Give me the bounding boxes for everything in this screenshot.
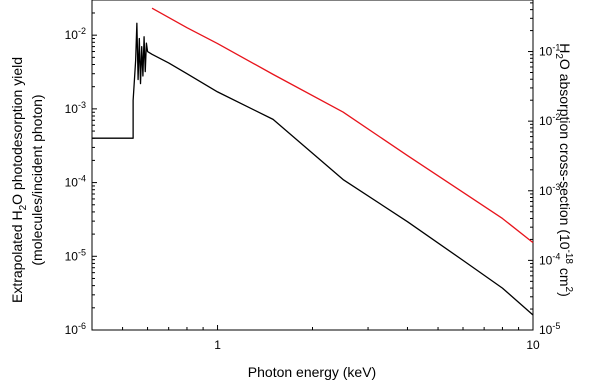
right-axis-ticks: 10-5 10-4 10-3 10-2 10-1 <box>528 2 560 337</box>
left-axis-tick-label: 10-3 <box>65 100 86 116</box>
left-axis-tick-label: 10-2 <box>65 26 86 42</box>
x-tick-label: 1 <box>214 338 221 352</box>
cross-section-line <box>151 7 534 244</box>
right-axis-tick-label: 10-4 <box>539 251 560 267</box>
left-axis-title-sub: 2 <box>18 204 29 210</box>
left-axis-title-post: O photodesorption yield <box>9 57 25 205</box>
plot-frame <box>91 0 534 331</box>
right-axis-title-sup1: -18 <box>563 250 574 265</box>
left-axis-ticks: 10-6 10-5 10-4 10-3 10-2 <box>65 0 97 337</box>
right-axis-title-post: ) <box>557 292 573 297</box>
left-axis-title-line2: (molecules/incident photon) <box>29 94 45 265</box>
right-axis-title-sup2: 2 <box>563 287 574 293</box>
svg-text:H2O absorption cross-section (: H2O absorption cross-section (10-18 cm2) <box>553 43 574 297</box>
left-axis-title-pre: Extrapolated H <box>9 210 25 303</box>
svg-text:Extrapolated H2O photodesorpti: Extrapolated H2O photodesorption yield <box>9 57 29 303</box>
left-axis-tick-label: 10-5 <box>65 247 86 263</box>
left-axis-tick-label: 10-6 <box>65 321 86 337</box>
right-axis-tick-label: 10-5 <box>539 321 560 337</box>
right-axis-title-sub: 2 <box>553 53 564 59</box>
x-axis-ticks: 1 10 <box>91 325 540 352</box>
x-axis-title: Photon energy (keV) <box>248 364 376 380</box>
right-axis-tick-label: 10-3 <box>539 182 560 198</box>
left-axis-title: Extrapolated H2O photodesorption yield (… <box>9 57 45 303</box>
right-axis-tick-label: 10-1 <box>539 43 560 59</box>
right-axis-title-pre: H <box>557 43 573 53</box>
right-axis-tick-label: 10-2 <box>539 112 560 128</box>
right-axis-title-mid2: cm <box>557 264 573 287</box>
right-axis-title: H2O absorption cross-section (10-18 cm2) <box>553 43 574 297</box>
right-axis-title-mid: O absorption cross-section (10 <box>557 59 573 250</box>
left-axis-tick-label: 10-4 <box>65 174 86 190</box>
series-layer <box>92 7 534 316</box>
x-tick-label: 10 <box>526 338 540 352</box>
photodesorption-yield-line <box>92 22 534 316</box>
